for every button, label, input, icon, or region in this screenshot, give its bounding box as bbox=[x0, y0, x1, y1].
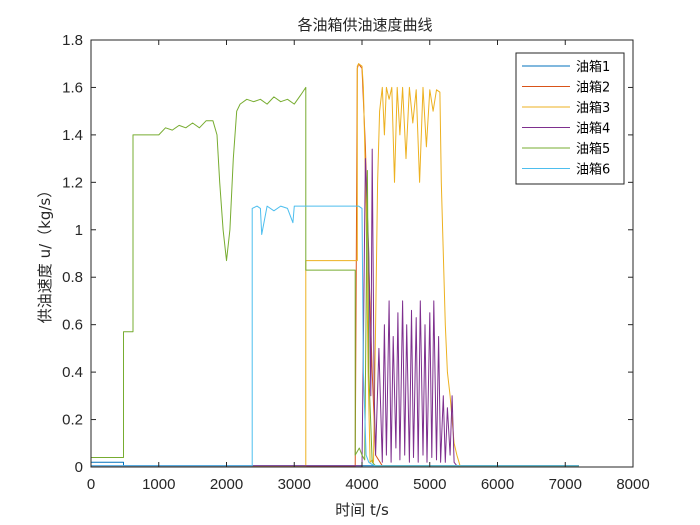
y-tick-label: 0 bbox=[75, 459, 83, 476]
chart-title: 各油箱供油速度曲线 bbox=[297, 16, 432, 34]
x-tick-label: 3000 bbox=[278, 476, 311, 493]
series-line-5 bbox=[91, 86, 579, 467]
y-tick-label: 0.4 bbox=[62, 364, 83, 381]
y-tick-label: 0.8 bbox=[62, 269, 83, 286]
x-tick-label: 1000 bbox=[142, 476, 175, 493]
axes bbox=[90, 39, 634, 468]
x-tick-label: 5000 bbox=[413, 476, 446, 493]
legend-label: 油箱6 bbox=[576, 162, 610, 178]
series-line-2 bbox=[91, 63, 579, 467]
y-tick-label: 1.6 bbox=[62, 79, 83, 96]
x-axis-label: 时间 t/s bbox=[335, 501, 389, 519]
series-line-3 bbox=[91, 63, 579, 467]
series-layer bbox=[91, 63, 579, 467]
y-tick-label: 1.2 bbox=[62, 174, 83, 191]
legend: 油箱1 油箱2 油箱3 油箱4 油箱5 油箱6 bbox=[515, 52, 625, 185]
legend-label: 油箱4 bbox=[576, 121, 610, 137]
x-tick-label: 7000 bbox=[549, 476, 582, 493]
y-tick-label: 1.8 bbox=[62, 32, 83, 49]
y-tick-label: 0.2 bbox=[62, 412, 83, 429]
legend-label: 油箱5 bbox=[576, 141, 610, 157]
y-tick-label: 1 bbox=[75, 222, 83, 239]
y-axis-label: 供油速度 u/（kg/s） bbox=[36, 183, 54, 323]
x-tick-label: 0 bbox=[87, 476, 95, 493]
x-tick-label: 8000 bbox=[616, 476, 649, 493]
legend-label: 油箱3 bbox=[576, 100, 610, 116]
series-line-6 bbox=[91, 205, 579, 467]
legend-label: 油箱1 bbox=[576, 59, 610, 75]
legend-box bbox=[515, 52, 625, 185]
series-line-4 bbox=[91, 148, 579, 467]
y-tick-label: 0.6 bbox=[62, 317, 83, 334]
x-tick-label: 6000 bbox=[481, 476, 514, 493]
x-tick-label: 2000 bbox=[210, 476, 243, 493]
y-tick-label: 1.4 bbox=[62, 127, 83, 144]
tick-labels: 0 1000 2000 3000 4000 5000 6000 7000 8000 0 0.2 0.4… bbox=[62, 32, 650, 493]
x-tick-label: 4000 bbox=[345, 476, 378, 493]
legend-label: 油箱2 bbox=[576, 80, 610, 96]
